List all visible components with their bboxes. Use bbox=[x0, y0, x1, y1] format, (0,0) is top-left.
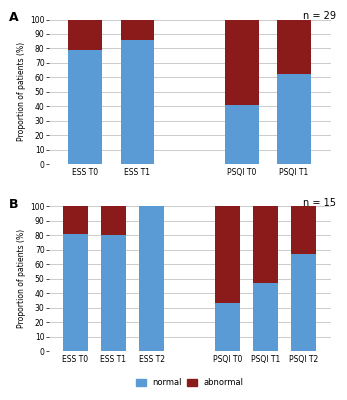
Bar bbox=[120, 20, 154, 40]
Bar bbox=[63, 234, 88, 351]
Bar bbox=[291, 254, 316, 351]
Bar bbox=[68, 50, 102, 164]
Bar bbox=[120, 40, 154, 164]
Bar bbox=[101, 235, 126, 351]
Bar bbox=[277, 20, 311, 74]
Bar bbox=[101, 206, 126, 235]
Bar bbox=[277, 74, 311, 164]
Bar bbox=[63, 206, 88, 234]
Bar bbox=[253, 206, 278, 283]
Y-axis label: Proportion of patients (%): Proportion of patients (%) bbox=[17, 42, 26, 141]
Bar bbox=[291, 206, 316, 254]
Bar bbox=[139, 206, 164, 351]
Bar bbox=[68, 20, 102, 50]
Bar bbox=[215, 303, 240, 351]
Bar bbox=[253, 283, 278, 351]
Text: A: A bbox=[9, 11, 19, 24]
Y-axis label: Proportion of patients (%): Proportion of patients (%) bbox=[17, 229, 26, 328]
Text: n = 15: n = 15 bbox=[303, 198, 336, 208]
Legend: normal, abnormal: normal, abnormal bbox=[133, 374, 247, 390]
Text: n = 29: n = 29 bbox=[303, 11, 336, 21]
Text: B: B bbox=[9, 198, 19, 211]
Bar bbox=[225, 20, 259, 105]
Bar bbox=[225, 105, 259, 164]
Bar bbox=[215, 206, 240, 303]
